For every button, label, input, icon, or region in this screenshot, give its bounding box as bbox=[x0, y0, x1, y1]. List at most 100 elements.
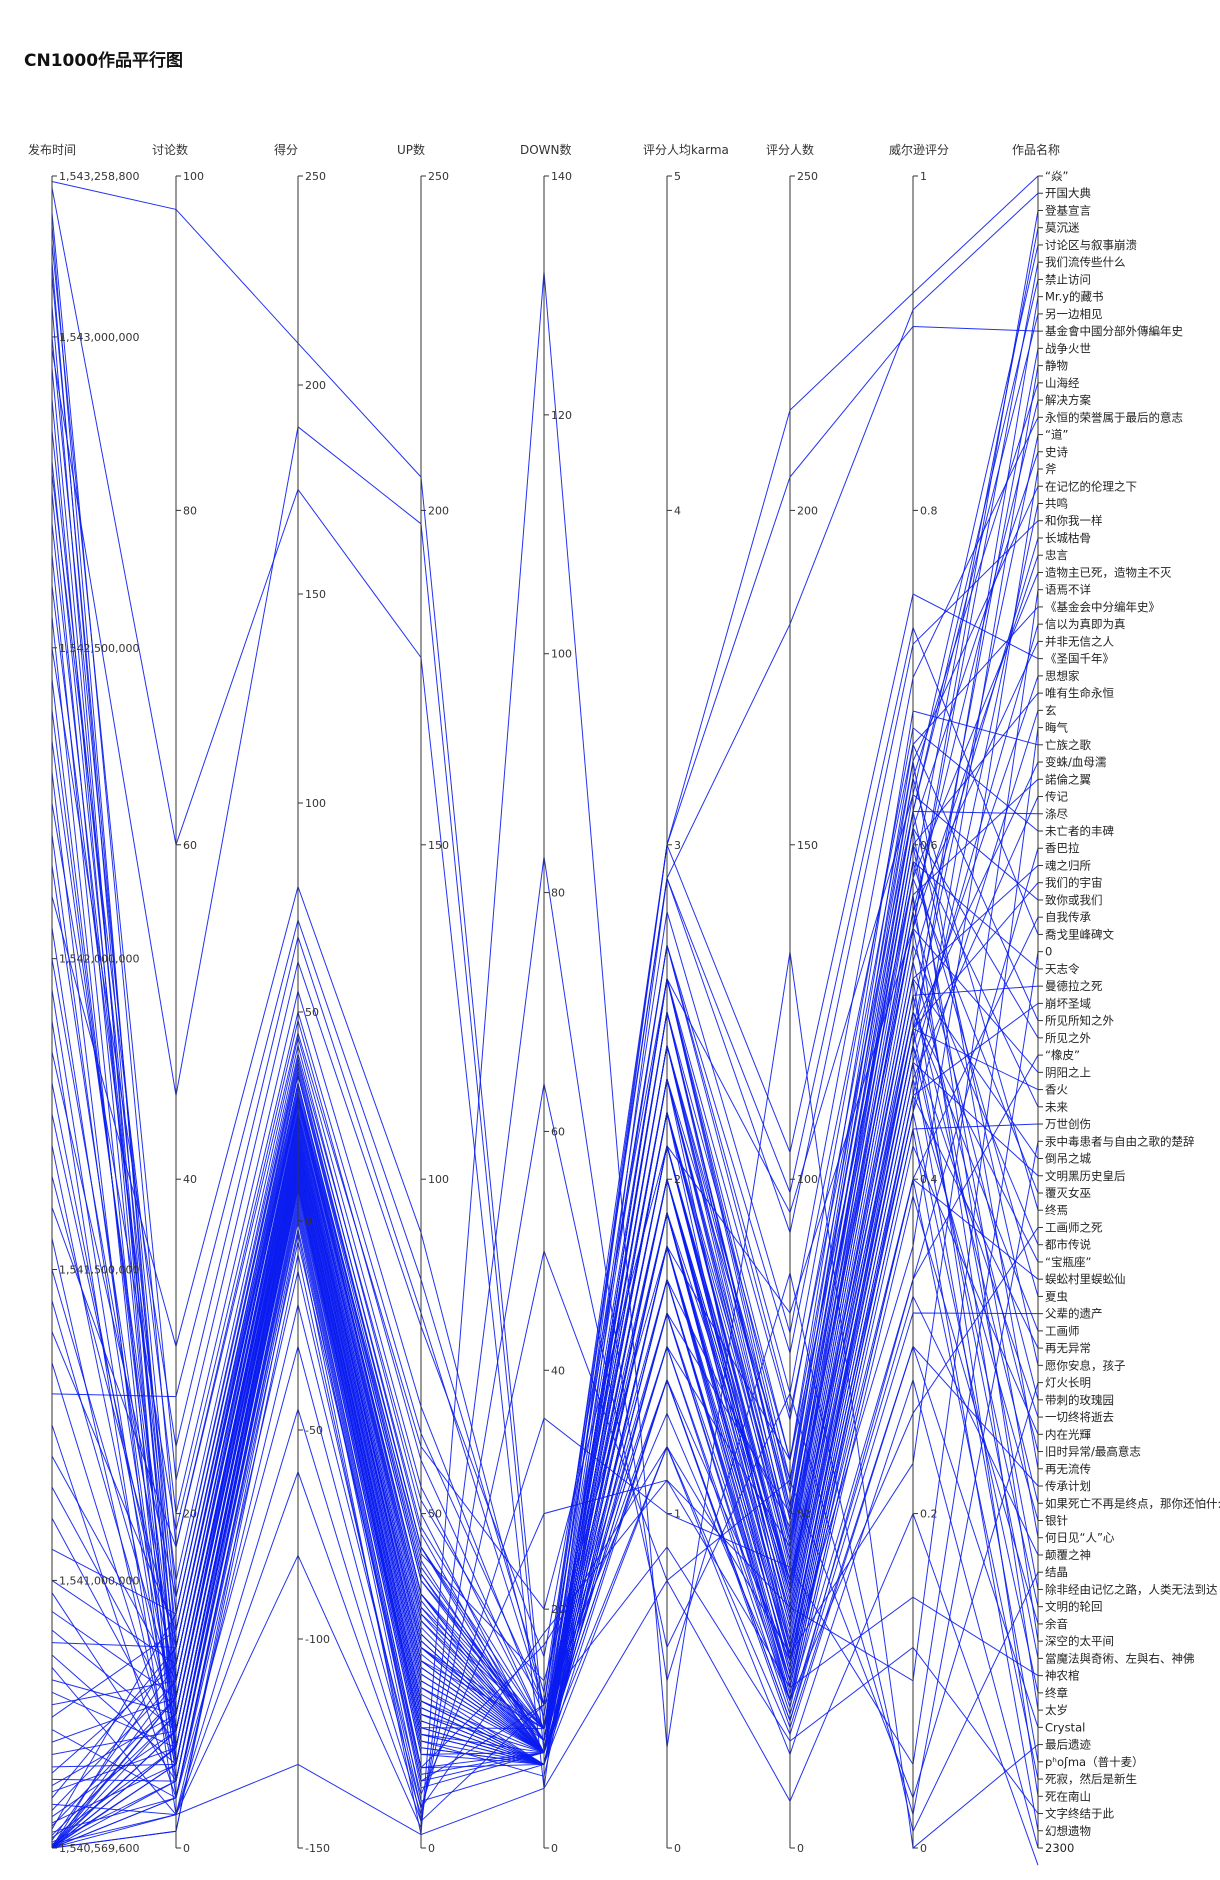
category-label: 曼德拉之死 bbox=[1045, 979, 1103, 993]
category-label: 晦气 bbox=[1045, 721, 1068, 735]
category-label: 在记忆的伦理之下 bbox=[1045, 479, 1137, 493]
category-label: “焱” bbox=[1045, 169, 1068, 183]
category-label: 文字终结于此 bbox=[1045, 1807, 1114, 1821]
category-label: 终章 bbox=[1045, 1686, 1068, 1700]
category-label: 崩坏圣域 bbox=[1045, 996, 1091, 1010]
category-label: 夏虫 bbox=[1045, 1289, 1068, 1303]
category-label: 未亡者的丰碑 bbox=[1045, 824, 1114, 838]
category-label: “宝瓶座” bbox=[1045, 1255, 1091, 1269]
category-label: 造物主已死，造物主不灭 bbox=[1045, 565, 1172, 579]
category-label: Mr.y的藏书 bbox=[1045, 290, 1104, 304]
category-label: 共鸣 bbox=[1045, 497, 1068, 511]
category-label: 都市传说 bbox=[1045, 1238, 1091, 1252]
category-label: 所见之外 bbox=[1045, 1031, 1091, 1045]
tick-label: 0 bbox=[551, 1842, 558, 1855]
category-label: 语焉不详 bbox=[1045, 583, 1091, 597]
category-label: 當魔法與奇術、左與右、神佛 bbox=[1045, 1651, 1195, 1665]
axis-down: DOWN数 0 20 40 60 80 100 120 140 bbox=[520, 142, 572, 1855]
tick-label: 200 bbox=[797, 504, 818, 517]
axis-karma: 评分人均karma 0 1 2 3 4 5 bbox=[643, 143, 729, 1855]
category-label: 文明的轮回 bbox=[1045, 1600, 1103, 1614]
tick-label: 0 bbox=[674, 1842, 681, 1855]
category-label: 工画师之死 bbox=[1045, 1220, 1103, 1234]
category-label: 父辈的遗产 bbox=[1045, 1307, 1103, 1321]
category-label: 魂之归所 bbox=[1045, 858, 1091, 872]
tick-label: 1,542,000,000 bbox=[59, 953, 139, 966]
category-label: 太岁 bbox=[1045, 1703, 1068, 1717]
category-label: 再无流传 bbox=[1045, 1462, 1091, 1476]
category-label: 諾倫之翼 bbox=[1045, 772, 1091, 786]
category-label: 再无异常 bbox=[1045, 1341, 1091, 1355]
tick-label: 100 bbox=[551, 648, 572, 661]
axis-comments: 讨论数 0 20 40 60 80 100 bbox=[152, 142, 204, 1855]
tick-label: 0.6 bbox=[920, 839, 938, 852]
category-label: 汞中毒患者与自由之歌的楚辞 bbox=[1045, 1134, 1195, 1148]
tick-label: 250 bbox=[797, 170, 818, 183]
category-label: 最后遗迹 bbox=[1045, 1738, 1091, 1752]
tick-label: 40 bbox=[551, 1364, 565, 1377]
tick-label: 0 bbox=[428, 1842, 435, 1855]
tick-label: 200 bbox=[305, 379, 326, 392]
axis-raters: 评分人数 0 50 100 150 200 250 bbox=[766, 142, 818, 1855]
axes-layer: 发布时间 1,540,569,600 1,541,000,000 1,541,500,… bbox=[28, 142, 1220, 1855]
tick-label: 80 bbox=[183, 504, 197, 517]
axis-title-raters: 评分人数 bbox=[766, 142, 814, 157]
category-label: 长城枯骨 bbox=[1045, 531, 1091, 545]
series-line-38 bbox=[51, 726, 1039, 1731]
category-label: 《基金会中分编年史》 bbox=[1045, 600, 1160, 614]
axis-time: 发布时间 1,540,569,600 1,541,000,000 1,541,500,… bbox=[28, 142, 139, 1855]
series-line-2 bbox=[51, 210, 1039, 1611]
category-label: Crystal bbox=[1045, 1720, 1085, 1734]
category-label: 战争火世 bbox=[1045, 341, 1091, 355]
category-label: 莫沉迷 bbox=[1045, 221, 1080, 235]
category-label: 如果死亡不再是终点，那你还怕什么 bbox=[1045, 1496, 1220, 1510]
tick-label: 250 bbox=[305, 170, 326, 183]
category-label: 变蛛/血母濡 bbox=[1045, 755, 1106, 769]
axis-title-up: UP数 bbox=[397, 142, 425, 157]
tick-label: 2 bbox=[674, 1173, 681, 1186]
series-line-11 bbox=[51, 365, 1039, 1754]
category-label: 香火 bbox=[1045, 1083, 1068, 1097]
tick-label: 60 bbox=[183, 839, 197, 852]
tick-label: 3 bbox=[674, 839, 681, 852]
category-label: 带刺的玫瑰园 bbox=[1045, 1393, 1114, 1407]
category-label: 死寂，然后是新生 bbox=[1045, 1772, 1137, 1786]
category-label: 自我传承 bbox=[1045, 910, 1091, 924]
category-label: 我们的宇宙 bbox=[1045, 876, 1103, 890]
tick-label: 1,543,258,800 bbox=[59, 170, 139, 183]
category-label: 灯火长明 bbox=[1045, 1376, 1091, 1390]
category-label: 登基宣言 bbox=[1045, 203, 1091, 217]
tick-label: 1 bbox=[674, 1508, 681, 1521]
series-line-6 bbox=[51, 274, 1039, 1730]
category-label: 幻想遗物 bbox=[1045, 1824, 1091, 1838]
tick-label: 150 bbox=[305, 588, 326, 601]
category-label: 一切终将逝去 bbox=[1045, 1410, 1114, 1424]
category-label: 阴阳之上 bbox=[1045, 1065, 1091, 1079]
tick-label: 50 bbox=[305, 1006, 319, 1019]
tick-label: 60 bbox=[551, 1125, 565, 1138]
tick-label: -100 bbox=[305, 1633, 330, 1646]
tick-label: 0 bbox=[920, 1842, 927, 1855]
category-label: 2300 bbox=[1045, 1841, 1074, 1855]
tick-label: 80 bbox=[551, 887, 565, 900]
category-label: 和你我一样 bbox=[1045, 514, 1103, 528]
category-label: 斧 bbox=[1045, 462, 1057, 476]
polylines-layer bbox=[51, 175, 1039, 1866]
chart-title: CN1000作品平行图 bbox=[24, 51, 184, 71]
category-label: 我们流传些什么 bbox=[1045, 255, 1126, 269]
tick-label: 0.2 bbox=[920, 1508, 938, 1521]
tick-label: 150 bbox=[797, 839, 818, 852]
series-line-90 bbox=[51, 1212, 1039, 1849]
category-label: 香巴拉 bbox=[1045, 841, 1080, 855]
series-line-92 bbox=[51, 1062, 1039, 1849]
category-label: 禁止访问 bbox=[1045, 272, 1091, 286]
category-label: 《圣国千年》 bbox=[1045, 652, 1114, 666]
category-label: pʰoʃma（普十麦） bbox=[1045, 1755, 1144, 1769]
category-label: 余音 bbox=[1045, 1617, 1068, 1631]
tick-label: -50 bbox=[305, 1424, 323, 1437]
category-label: 信以为真即为真 bbox=[1045, 617, 1126, 631]
series-line-41 bbox=[51, 882, 1039, 1754]
category-label: 死在南山 bbox=[1045, 1789, 1091, 1803]
category-label: 所见所知之外 bbox=[1045, 1014, 1114, 1028]
